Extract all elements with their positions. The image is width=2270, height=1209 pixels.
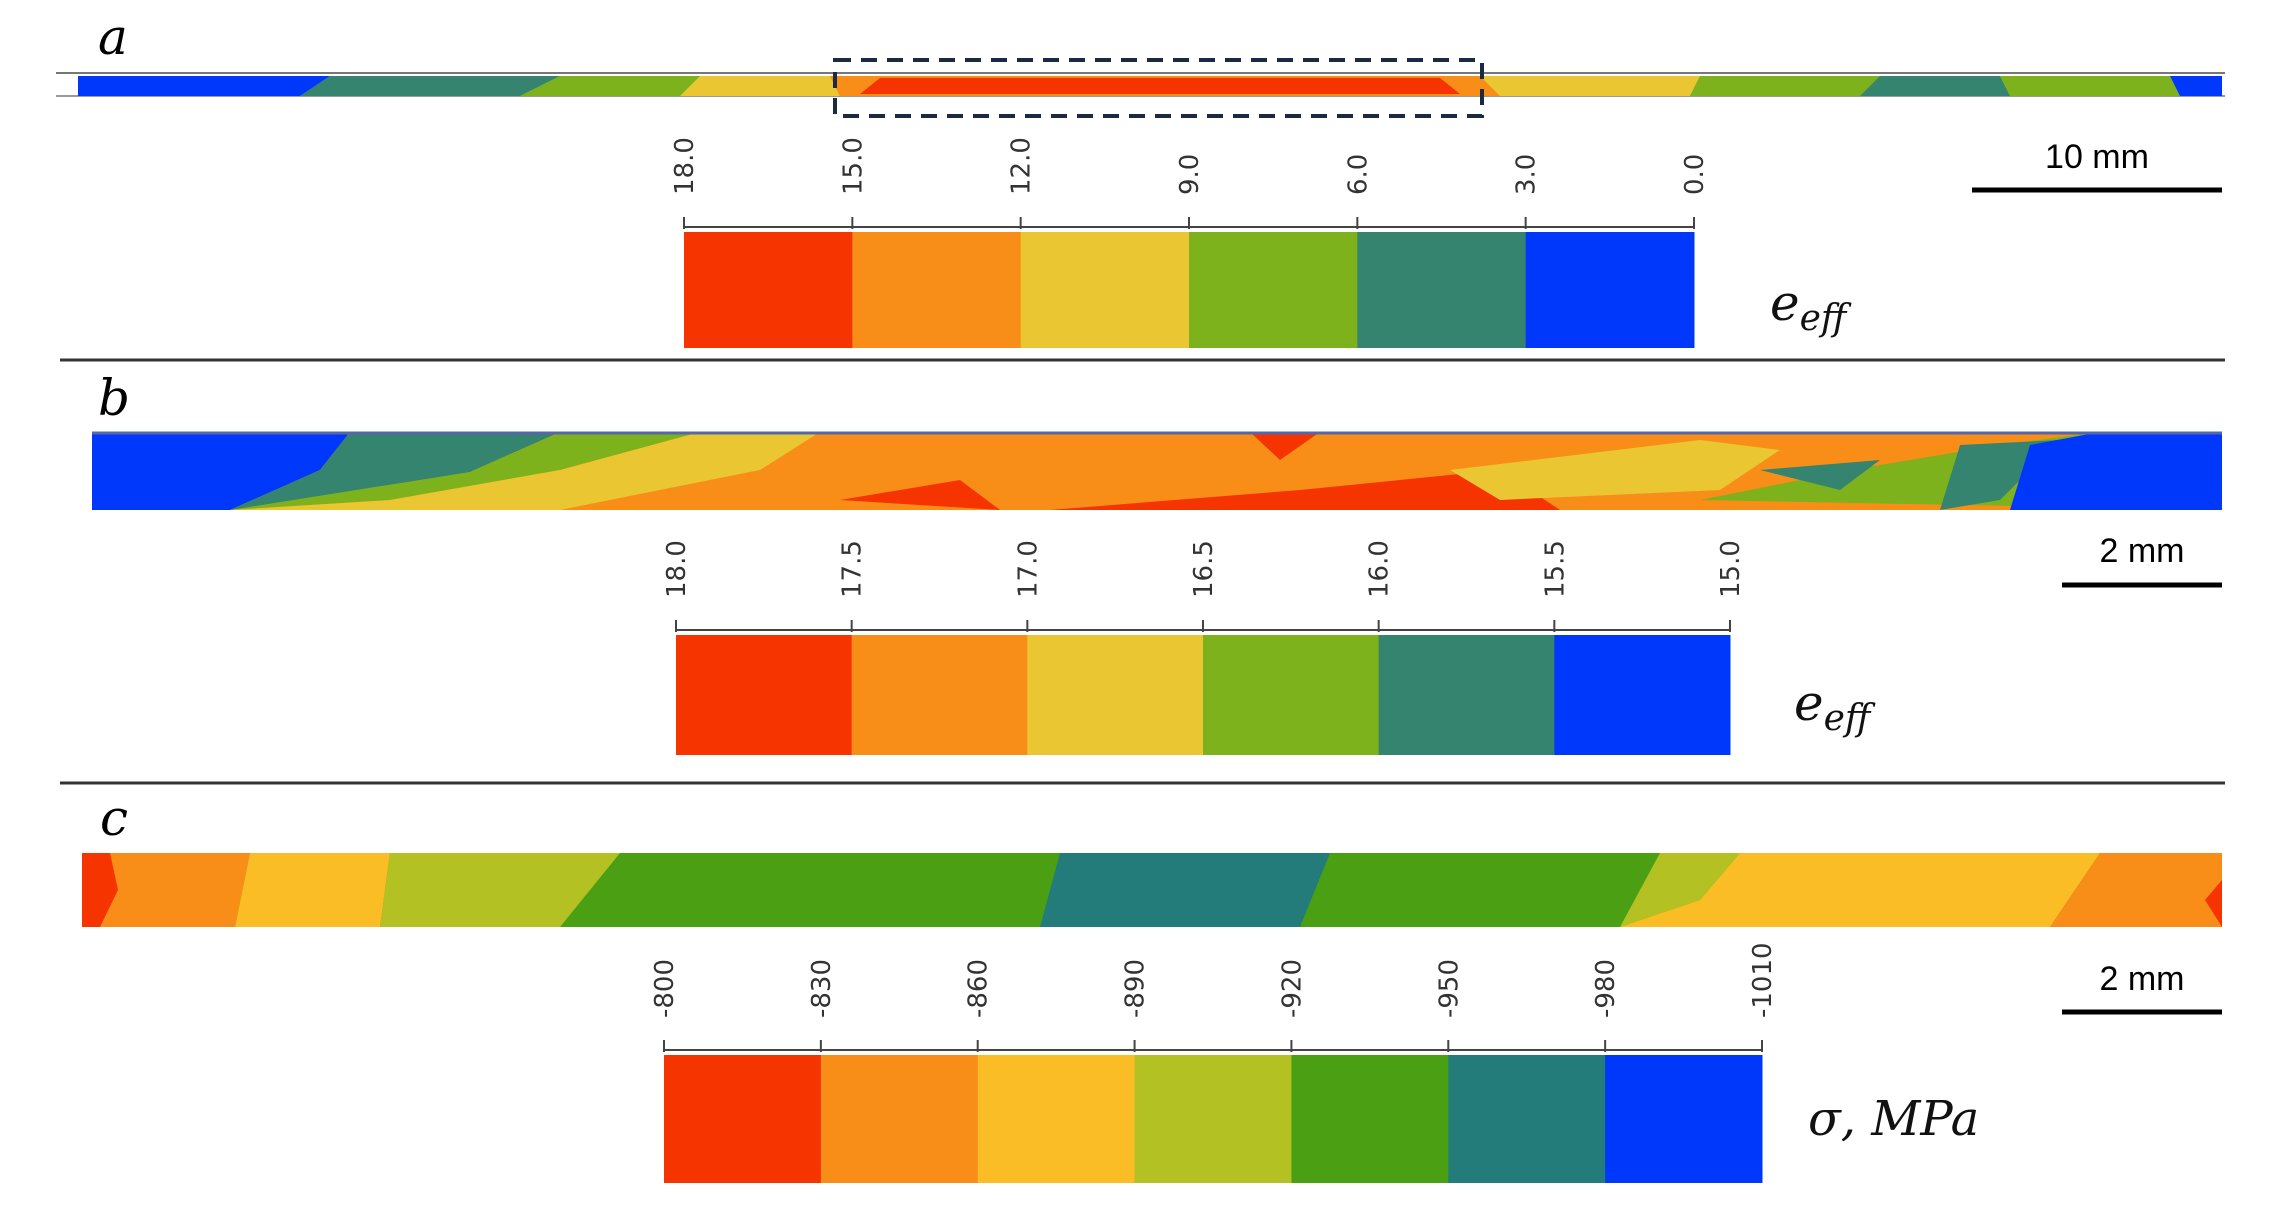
legend-color-box [664, 1055, 822, 1183]
legend-a: 18.0 15.0 12.0 9.0 6.0 3.0 0.0 [670, 137, 1710, 348]
legend-tick-label: 15.0 [838, 137, 868, 195]
legend-color-box [1020, 232, 1190, 348]
legend-tick-label: -830 [807, 959, 837, 1018]
legend-color-box [977, 1055, 1136, 1183]
legend-color-box [1448, 1055, 1606, 1183]
legend-color-box [1134, 1055, 1292, 1183]
legend-color-box [1605, 1055, 1763, 1183]
scale-bar-a-label: 10 mm [2045, 138, 2149, 176]
panel-letter-a: a [98, 8, 128, 66]
legend-tick-label: 15.5 [1540, 540, 1570, 598]
legend-color-box [852, 232, 1022, 348]
legend-tick-label: 17.0 [1013, 540, 1043, 598]
legend-color-box [1189, 232, 1358, 348]
legend-color-box [1357, 232, 1527, 348]
legend-color-box [1027, 635, 1204, 755]
stress-strip-c [82, 853, 2222, 927]
legend-color-box [851, 635, 1028, 755]
legend-tick-label: 3.0 [1512, 154, 1542, 195]
legend-tick-label: 9.0 [1175, 154, 1205, 195]
legend-color-box [684, 232, 853, 348]
panel-letter-b: b [98, 369, 130, 427]
legend-tick-label: -920 [1277, 959, 1307, 1018]
legend-tick-label: -890 [1121, 959, 1151, 1018]
legend-tick-label: -1010 [1748, 942, 1778, 1018]
panel-letter-c: c [100, 789, 128, 847]
legend-color-box [1203, 635, 1380, 755]
legend-color-box [1291, 1055, 1449, 1183]
legend-tick-label: 16.0 [1365, 540, 1395, 598]
panel-b: b 2 mm 18.0 17.5 17.0 16.5 16.0 15.5 15.0 eeff [92, 369, 2222, 755]
legend-c: -800 -830 -860 -890 -920 -950 -980 -1010 [650, 942, 1778, 1183]
quantity-label-b: eeff [1794, 674, 1876, 739]
scale-bar-c-label: 2 mm [2100, 960, 2185, 998]
legend-tick-label: 18.0 [662, 540, 692, 598]
strain-strip-a [78, 76, 2222, 96]
quantity-label-a: eeff [1770, 274, 1852, 339]
legend-tick-label: 0.0 [1680, 154, 1710, 195]
legend-tick-label: 12.0 [1007, 137, 1037, 195]
legend-tick-label: 17.5 [838, 540, 868, 598]
strain-strip-b [92, 431, 2222, 510]
legend-tick-label: 15.0 [1716, 540, 1746, 598]
legend-tick-label: -950 [1434, 959, 1464, 1018]
legend-color-box [1554, 635, 1731, 755]
panel-c: c 2 mm -800 -830 -860 -890 -920 -950 -980 -1010… [82, 789, 2222, 1183]
legend-tick-label: 18.0 [670, 137, 700, 195]
legend-tick-label: 6.0 [1343, 154, 1373, 195]
scale-bar-b-label: 2 mm [2100, 532, 2185, 570]
quantity-label-c: σ, MPa [1808, 1091, 1979, 1147]
legend-color-box [676, 635, 853, 755]
panel-a: a 10 mm 18.0 15.0 12.0 9.0 6.0 3.0 0.0 eeff [56, 8, 2225, 348]
legend-color-box [1378, 635, 1555, 755]
legend-tick-label: -980 [1591, 959, 1621, 1018]
legend-color-box [820, 1055, 979, 1183]
legend-tick-label: -860 [964, 959, 994, 1018]
legend-color-box [1525, 232, 1695, 348]
region-marker-dashed [833, 58, 1484, 118]
legend-b: 18.0 17.5 17.0 16.5 16.0 15.5 15.0 [662, 540, 1746, 755]
legend-tick-label: 16.5 [1189, 540, 1219, 598]
legend-tick-label: -800 [650, 959, 680, 1018]
